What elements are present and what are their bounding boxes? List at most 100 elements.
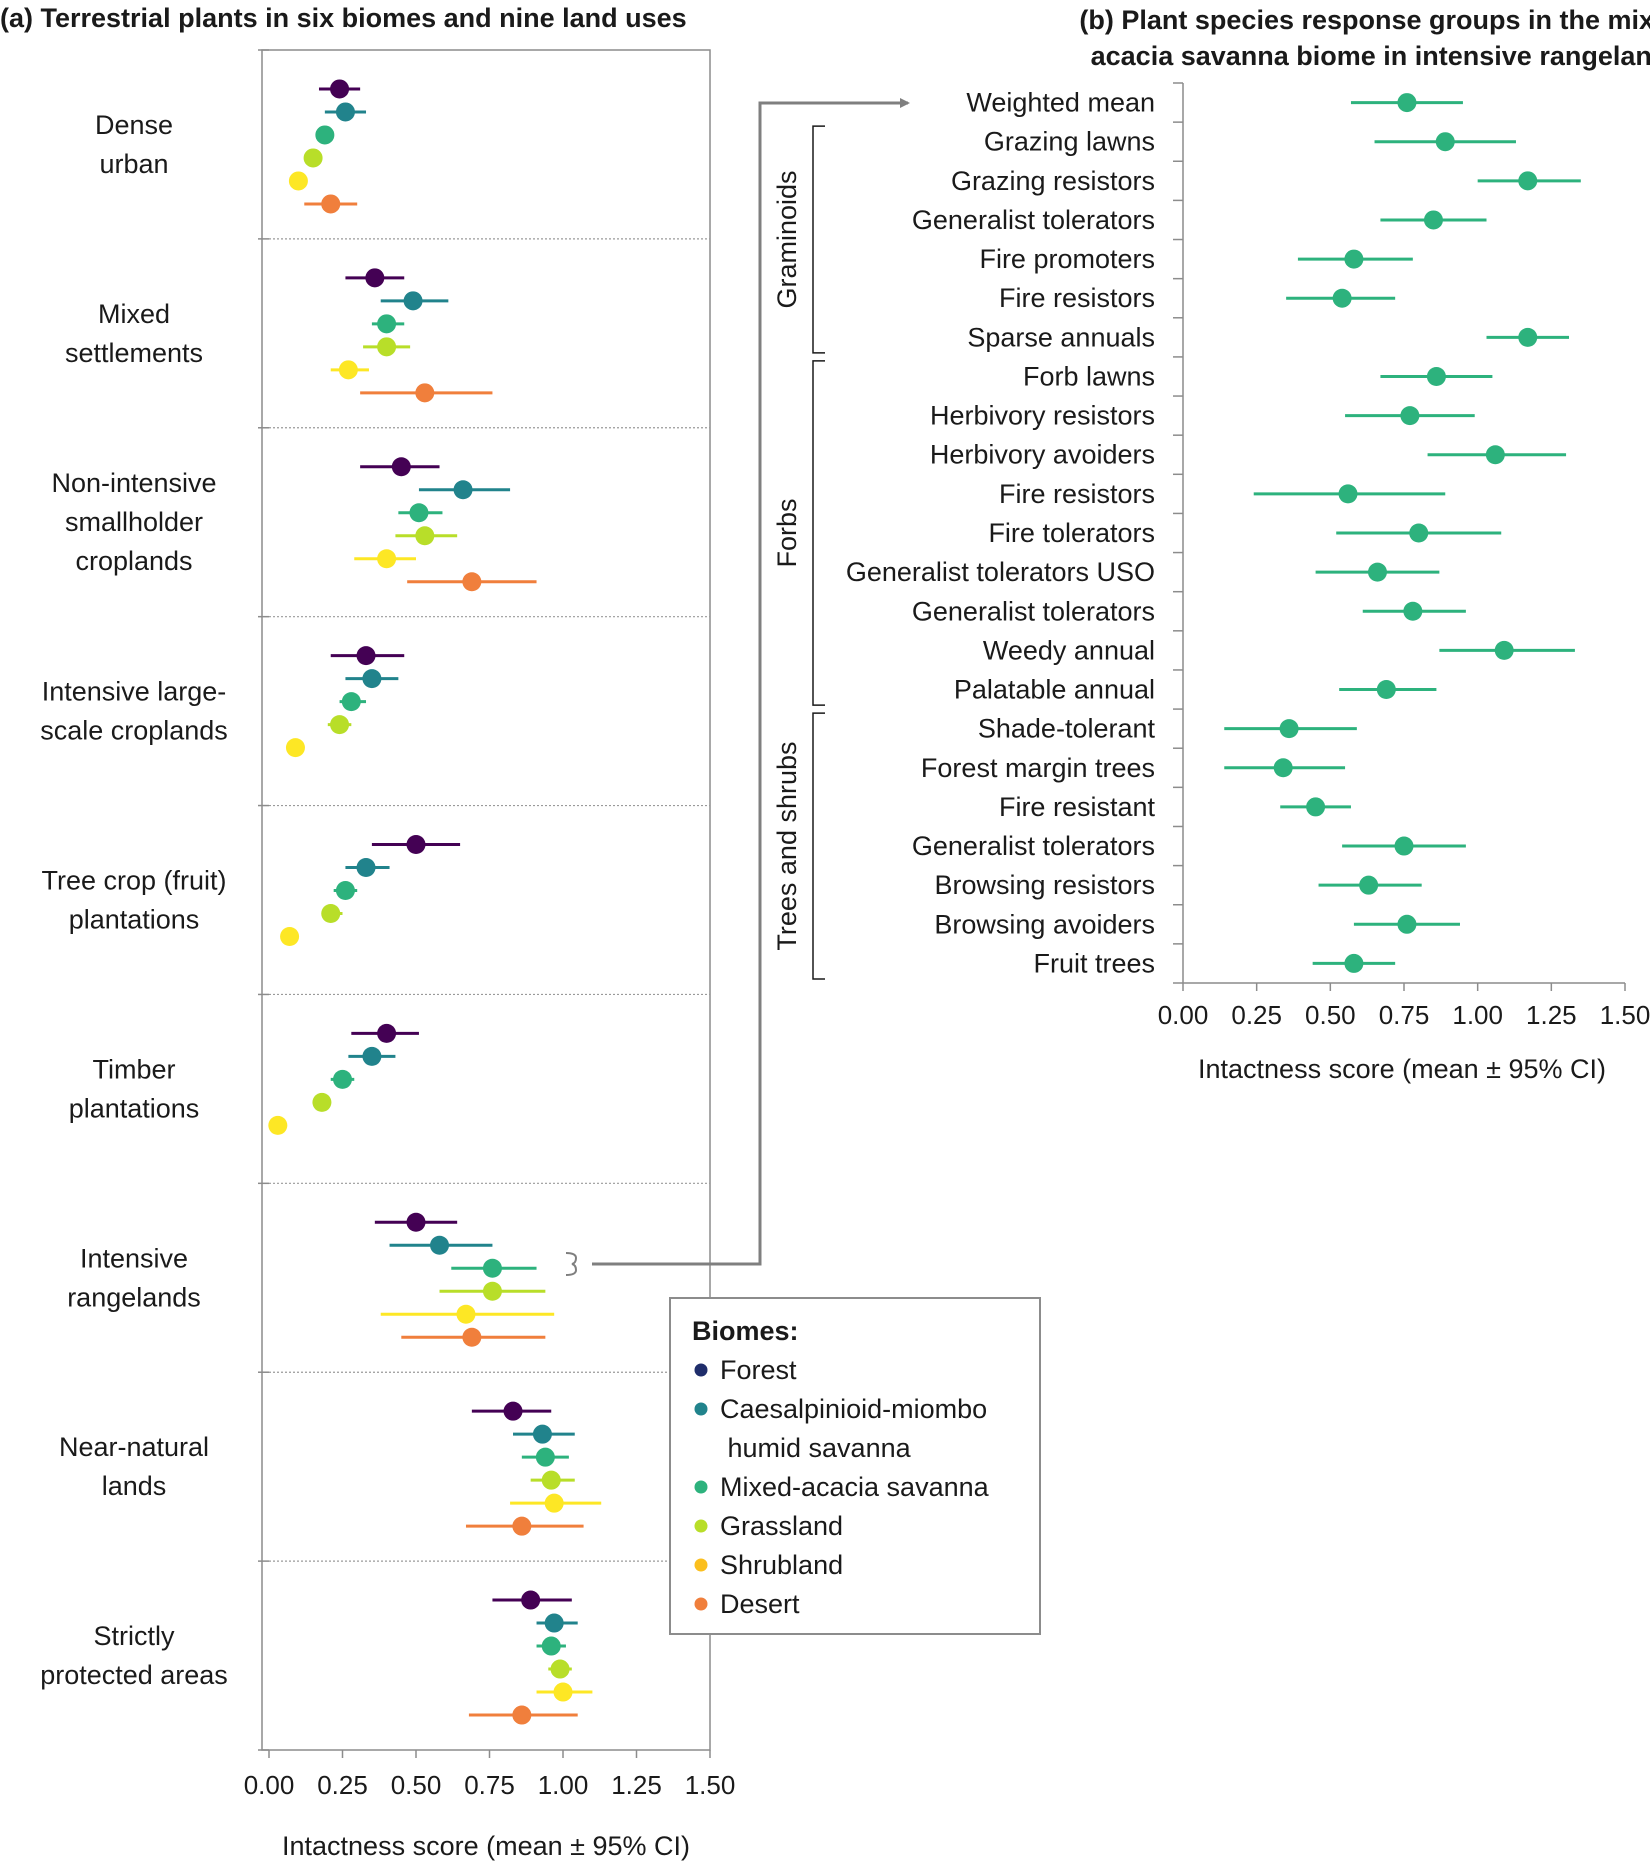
x-tick-label: 0.25 [317, 1770, 368, 1800]
category-label: lands [102, 1471, 167, 1501]
panel-a-title: (a) Terrestrial plants in six biomes and… [0, 3, 687, 33]
response-group-label: Fruit trees [1033, 948, 1155, 978]
response-group-label: Grazing lawns [984, 127, 1155, 157]
category-label: Tree crop (fruit) [41, 866, 226, 896]
data-point [321, 904, 341, 923]
data-point [409, 503, 429, 523]
data-point [544, 1493, 564, 1513]
data-point [541, 1636, 561, 1656]
legend-swatch [694, 1363, 708, 1377]
category-label: plantations [69, 1093, 200, 1123]
category-label: Intensive large- [42, 677, 227, 707]
category-label: Near-natural [59, 1432, 209, 1462]
connector [565, 98, 910, 1276]
panel-b-title-line-1: (b) Plant species response groups in the… [1079, 5, 1650, 35]
response-group-label: Fire resistant [999, 792, 1156, 822]
data-point [532, 1424, 552, 1444]
x-tick-label: 0.00 [244, 1770, 295, 1800]
x-tick-label: 0.50 [1305, 1000, 1356, 1030]
data-point [462, 572, 482, 592]
legend-swatch [694, 1519, 708, 1533]
group-bracket [812, 360, 825, 706]
response-group-label: Herbivory avoiders [930, 440, 1155, 470]
response-group-label: Grazing resistors [951, 166, 1155, 196]
response-group-label: Browsing resistors [934, 870, 1155, 900]
group-bracket [812, 125, 825, 354]
category-label: Timber [92, 1054, 175, 1084]
data-point [482, 1258, 502, 1278]
panel-a: (a) Terrestrial plants in six biomes and… [0, 3, 735, 1861]
category-label: smallholder [65, 507, 203, 537]
x-tick-label: 1.50 [685, 1770, 736, 1800]
legend-box [669, 1297, 1041, 1635]
x-tick-label: 1.00 [538, 1770, 589, 1800]
legend-swatch [694, 1558, 708, 1572]
response-group-label: Fire resistors [999, 479, 1155, 509]
data-point [430, 1235, 450, 1255]
data-point [541, 1470, 561, 1490]
data-point [482, 1281, 502, 1301]
data-point [535, 1447, 555, 1467]
legend-label: Shrubland [720, 1550, 843, 1580]
data-point [1394, 836, 1414, 856]
data-point [406, 835, 426, 854]
data-point [333, 1069, 352, 1089]
data-point [377, 549, 397, 569]
data-point [321, 194, 341, 214]
x-tick-label: 0.00 [1158, 1000, 1209, 1030]
x-tick-label: 0.75 [1379, 1000, 1430, 1030]
data-point [285, 738, 305, 758]
data-point [1367, 562, 1387, 582]
data-point [512, 1705, 532, 1725]
data-point [391, 457, 411, 477]
data-point [1518, 327, 1538, 347]
data-point [288, 171, 308, 191]
category-label: Intensive [80, 1243, 188, 1273]
category-label: Dense [95, 110, 173, 140]
legend: Biomes: Forest Caesalpinioid-miombo humid… [669, 1297, 1041, 1635]
panel-a-frame [261, 49, 711, 1751]
data-point [406, 1212, 426, 1232]
panel-b-title-line-2: acacia savanna biome in intensive rangel… [1091, 41, 1650, 71]
data-point [377, 337, 397, 357]
legend-swatch [694, 1597, 708, 1611]
legend-swatch [694, 1402, 708, 1416]
data-point [280, 927, 300, 946]
response-group-label: Weighted mean [966, 88, 1155, 118]
data-point [1400, 406, 1420, 426]
data-point [341, 692, 361, 712]
legend-label: Mixed-acacia savanna [720, 1472, 990, 1502]
data-point [462, 1327, 482, 1347]
x-tick-label: 0.25 [1231, 1000, 1282, 1030]
data-point [512, 1516, 532, 1536]
response-group-label: Generalist tolerators [912, 596, 1155, 626]
data-point [403, 291, 423, 311]
panel-b: (b) Plant species response groups in the… [772, 5, 1650, 1084]
data-point [1273, 758, 1293, 778]
data-point [335, 102, 355, 122]
data-point [1279, 719, 1299, 739]
data-point [365, 268, 385, 288]
data-point [521, 1590, 541, 1610]
data-point [315, 125, 335, 145]
x-tick-label: 0.50 [391, 1770, 442, 1800]
data-point [503, 1401, 523, 1421]
category-label: settlements [65, 338, 203, 368]
response-group-label: Fire tolerators [988, 518, 1155, 548]
data-point [1494, 640, 1514, 660]
data-point [356, 646, 376, 666]
legend-swatch [694, 1480, 708, 1494]
data-point [330, 79, 350, 99]
response-group-label: Generalist tolerators [912, 831, 1155, 861]
category-label: rangelands [67, 1282, 201, 1312]
data-point [1397, 914, 1417, 934]
data-point [377, 1023, 397, 1043]
data-point [1423, 210, 1443, 230]
category-label: plantations [69, 905, 200, 935]
x-tick-label: 1.25 [1526, 1000, 1577, 1030]
legend-label: Grassland [720, 1511, 843, 1541]
category-label: scale croplands [40, 716, 228, 746]
category-label: urban [99, 149, 168, 179]
legend-label: humid savanna [720, 1433, 912, 1463]
data-point [303, 148, 323, 168]
